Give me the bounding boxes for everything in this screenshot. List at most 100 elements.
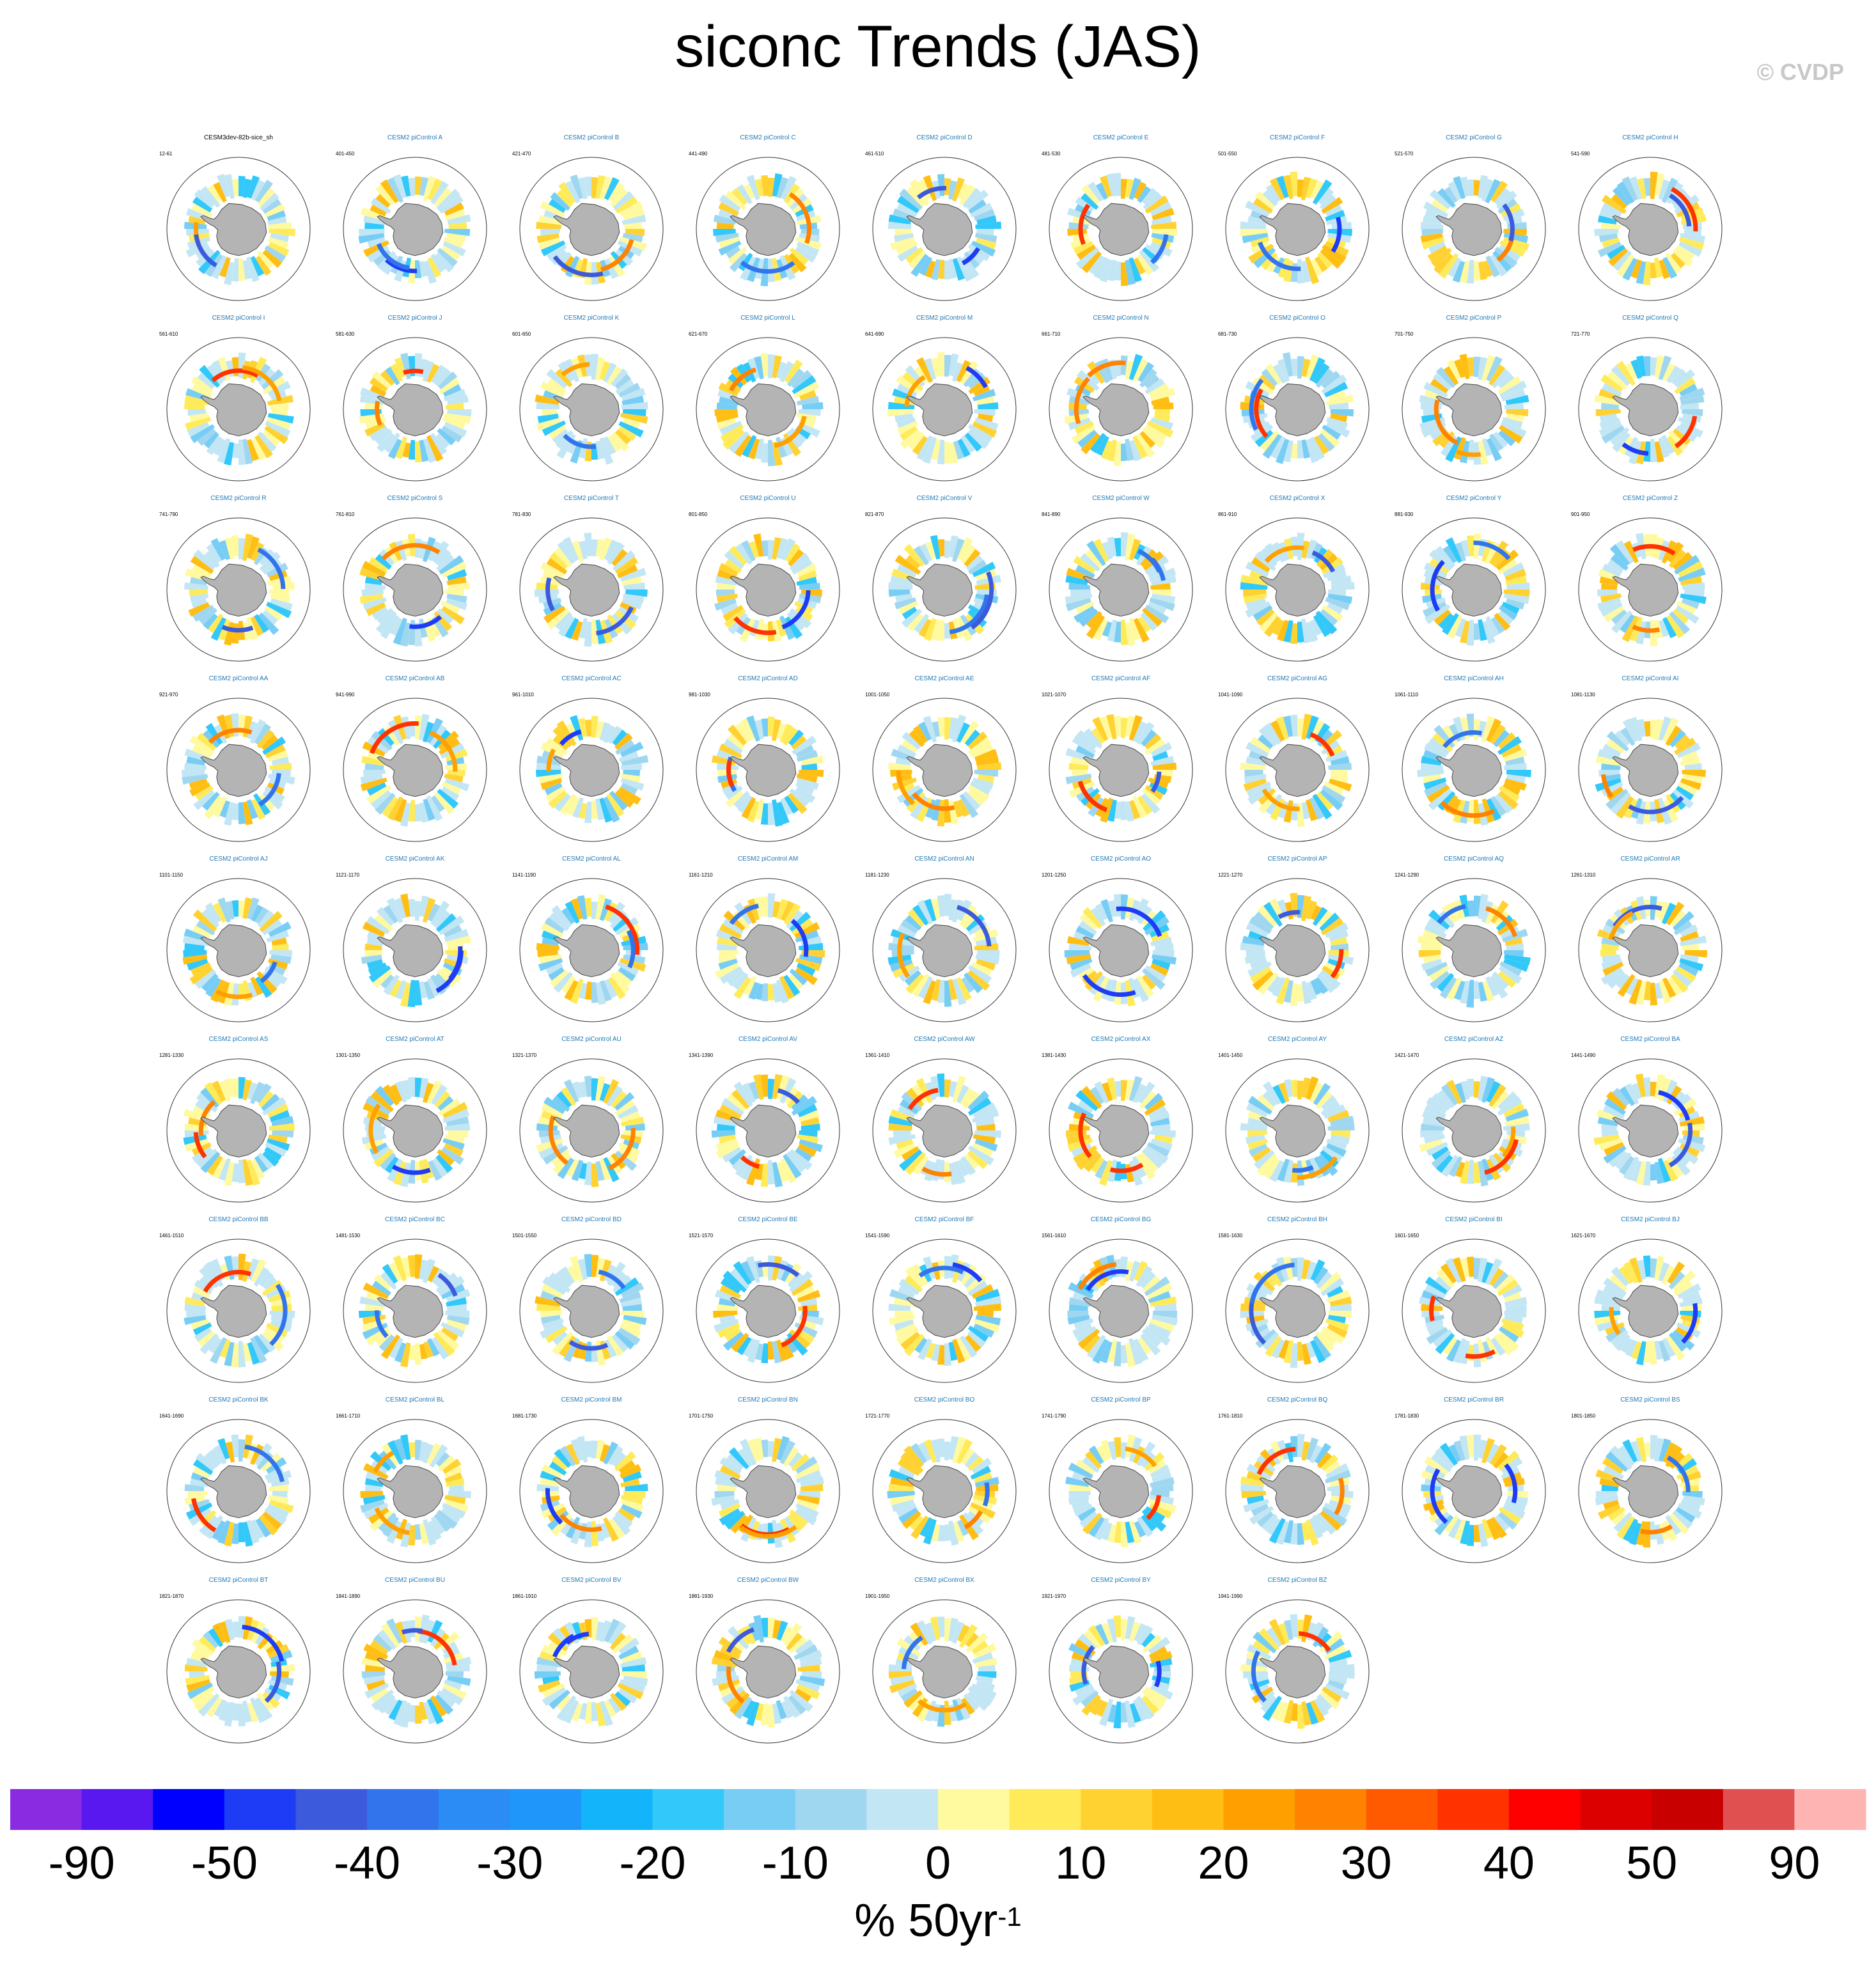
- trend-cell: [1309, 1444, 1323, 1464]
- trend-cell: [1419, 1130, 1443, 1137]
- trend-cell: [1076, 244, 1097, 260]
- trend-cell: [1141, 968, 1166, 990]
- trend-cell: [577, 717, 588, 737]
- trend-cell: [1094, 1081, 1109, 1104]
- trend-cell: [254, 179, 274, 203]
- trend-cell: [231, 900, 238, 917]
- trend-cell: [1460, 1160, 1470, 1184]
- trend-cell: [546, 608, 570, 630]
- trend-field: [1240, 1076, 1355, 1186]
- panel-years: 1361-1410: [865, 1052, 890, 1058]
- trend-cell: [623, 1675, 648, 1687]
- trend-cell: [1497, 732, 1517, 749]
- panel-name: CESM2 piControl S: [387, 495, 443, 502]
- trend-anomaly: [1278, 910, 1301, 919]
- trend-cell: [1492, 971, 1509, 990]
- trend-cell: [1141, 1329, 1162, 1347]
- trend-cell: [789, 788, 810, 807]
- trend-cell: [743, 976, 757, 996]
- panel-name: CESM2 piControl AG: [1267, 675, 1327, 682]
- trend-cell: [1129, 978, 1140, 999]
- trend-cell: [1125, 715, 1136, 737]
- trend-cell: [263, 1276, 277, 1290]
- panel-name: CESM2 piControl BM: [561, 1396, 622, 1403]
- trend-cell: [434, 368, 451, 387]
- trend-cell: [1460, 1340, 1470, 1364]
- trend-cell: [1113, 894, 1121, 917]
- trend-cell: [267, 237, 289, 249]
- trend-cell: [1245, 1318, 1269, 1332]
- trend-cell: [931, 1343, 941, 1362]
- panel-years: 521-570: [1395, 151, 1414, 157]
- trend-cell: [1283, 980, 1294, 1003]
- trend-cell: [595, 721, 605, 739]
- trend-cell: [791, 735, 807, 750]
- trend-cell: [737, 184, 753, 205]
- trend-cell: [1474, 260, 1481, 281]
- trend-cell: [444, 1499, 469, 1513]
- trend-cell: [1421, 756, 1442, 766]
- trend-cell: [1309, 1517, 1324, 1539]
- trend-cell: [1611, 1512, 1627, 1526]
- antarctica-landmass: [730, 744, 797, 797]
- trend-cell: [595, 538, 605, 557]
- trend-cell: [1140, 612, 1158, 631]
- polar-map: [1402, 1239, 1546, 1383]
- trend-cell: [1253, 247, 1276, 269]
- trend-cell: [798, 770, 824, 778]
- trend-cell: [1667, 977, 1682, 996]
- trend-cell: [552, 1095, 570, 1113]
- trend-cell: [1486, 718, 1502, 742]
- trend-cell: [584, 801, 591, 824]
- trend-cell: [797, 1143, 817, 1157]
- trend-cell: [1141, 1148, 1164, 1169]
- trend-cell: [191, 962, 211, 976]
- trend-cell: [231, 1343, 238, 1368]
- trend-cell: [1436, 973, 1455, 992]
- trend-cell: [973, 1472, 992, 1483]
- trend-cell: [603, 436, 616, 455]
- trend-cell: [618, 1460, 636, 1474]
- trend-cell: [254, 614, 269, 633]
- trend-cell: [622, 409, 646, 417]
- trend-field: [887, 1435, 999, 1546]
- trend-cell: [944, 980, 952, 1007]
- trend-cell: [1679, 384, 1698, 396]
- trend-cell: [944, 1079, 951, 1098]
- trend-cell: [262, 1279, 283, 1296]
- trend-cell: [1600, 593, 1622, 603]
- colorbar-swatch: [795, 1789, 867, 1830]
- trend-cell: [1448, 1156, 1463, 1177]
- trend-field: [1240, 714, 1352, 827]
- antarctica-landmass: [200, 1104, 267, 1158]
- trend-cell: [393, 1161, 407, 1185]
- polar-map: [1225, 878, 1370, 1022]
- trend-cell: [1258, 1628, 1279, 1651]
- trend-cell: [1255, 1329, 1276, 1349]
- trend-cell: [1072, 1687, 1096, 1706]
- trend-anomaly: [1256, 1446, 1296, 1476]
- trend-cell: [768, 802, 776, 825]
- trend-cell: [1142, 427, 1165, 448]
- trend-cell: [544, 782, 563, 795]
- trend-cell: [201, 909, 220, 928]
- trend-anomaly: [264, 1661, 282, 1703]
- trend-cell: [540, 923, 564, 938]
- panel-name: CESM2 piControl AP: [1267, 856, 1327, 863]
- trend-cell: [1497, 1096, 1522, 1116]
- trend-cell: [1093, 256, 1109, 279]
- trend-cell: [956, 977, 972, 1001]
- trend-cell: [1435, 1447, 1455, 1469]
- trend-anomaly: [561, 362, 590, 377]
- trend-cell: [1614, 1334, 1630, 1352]
- trend-cell: [622, 1304, 643, 1311]
- trend-cell: [977, 402, 999, 409]
- trend-cell: [218, 1157, 231, 1181]
- trend-cell: [713, 1311, 738, 1318]
- trend-cell: [923, 1439, 937, 1464]
- trend-cell: [622, 593, 645, 604]
- trend-cell: [256, 971, 277, 994]
- trend-field: [184, 173, 296, 286]
- trend-cell: [973, 1643, 997, 1659]
- trend-cell: [1423, 382, 1448, 398]
